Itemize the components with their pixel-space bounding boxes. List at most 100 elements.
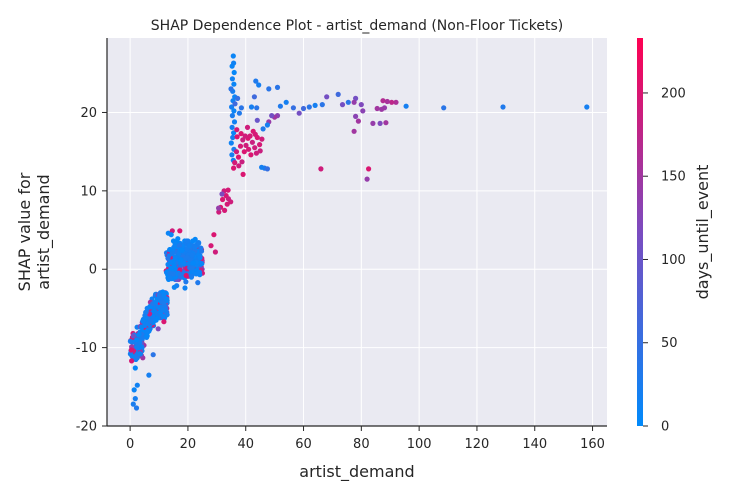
x-tick-label: 100 xyxy=(407,437,432,452)
x-tick-label: 80 xyxy=(353,437,370,452)
data-point xyxy=(192,244,198,250)
data-point xyxy=(219,191,225,197)
data-point xyxy=(148,318,154,324)
data-point xyxy=(164,296,170,302)
data-point xyxy=(300,105,307,112)
y-tick-label: 0 xyxy=(89,263,97,278)
data-point xyxy=(248,152,254,158)
colorbar-tick-label: 50 xyxy=(661,336,678,351)
data-point xyxy=(283,99,289,105)
data-point xyxy=(403,103,409,109)
data-point xyxy=(257,148,263,154)
data-point xyxy=(222,207,228,213)
data-point xyxy=(153,317,159,323)
data-point xyxy=(153,299,159,305)
data-point xyxy=(259,164,265,170)
data-point xyxy=(235,95,241,101)
data-point xyxy=(234,127,240,133)
x-tick-label: 120 xyxy=(465,437,490,452)
data-point xyxy=(146,372,152,378)
data-point xyxy=(177,272,183,278)
data-point xyxy=(377,120,383,126)
data-point xyxy=(129,358,135,364)
x-tick-label: 60 xyxy=(295,437,312,452)
data-point xyxy=(355,118,361,124)
data-point xyxy=(351,99,357,105)
y-tick-label: 20 xyxy=(80,106,97,121)
data-point xyxy=(161,319,167,325)
data-point xyxy=(185,238,191,244)
data-point xyxy=(252,131,258,137)
data-point xyxy=(169,228,175,234)
data-point xyxy=(306,104,312,110)
data-point xyxy=(189,273,195,279)
data-point xyxy=(364,176,370,182)
data-point xyxy=(266,86,272,92)
data-point xyxy=(179,247,185,253)
data-point xyxy=(236,110,242,116)
data-point xyxy=(384,98,390,105)
scatter-points xyxy=(127,53,590,411)
data-point xyxy=(441,105,447,111)
data-point xyxy=(353,113,359,119)
x-tick-label: 20 xyxy=(180,437,197,452)
data-point xyxy=(229,63,235,69)
data-point xyxy=(238,105,244,111)
data-point xyxy=(231,69,237,76)
data-point xyxy=(232,101,238,107)
data-point xyxy=(500,104,506,110)
data-point xyxy=(319,102,325,108)
colorbar-tick-label: 200 xyxy=(661,86,686,101)
data-point xyxy=(244,124,251,130)
y-tick-label: 10 xyxy=(80,184,97,199)
data-point xyxy=(241,149,247,155)
data-point xyxy=(249,139,255,145)
data-point xyxy=(212,249,218,255)
data-point xyxy=(176,243,182,249)
y-tick-label: -10 xyxy=(76,341,97,356)
data-point xyxy=(160,313,166,319)
y-tick-label: -20 xyxy=(76,420,97,435)
data-point xyxy=(237,143,244,149)
data-point xyxy=(130,401,136,407)
data-point xyxy=(133,405,140,411)
data-point xyxy=(230,134,236,141)
data-point xyxy=(360,108,366,114)
colorbar-label: days_until_event xyxy=(693,165,713,300)
data-point xyxy=(228,86,234,92)
data-point xyxy=(178,257,184,263)
data-point xyxy=(353,95,359,101)
data-point xyxy=(144,333,150,339)
data-point xyxy=(234,134,240,140)
data-point xyxy=(208,243,214,249)
data-point xyxy=(144,328,150,334)
data-point xyxy=(130,333,136,339)
data-point xyxy=(165,255,171,261)
data-point xyxy=(177,228,183,234)
data-point xyxy=(251,94,257,100)
data-point xyxy=(240,137,246,143)
data-point xyxy=(231,119,238,125)
data-point xyxy=(170,251,176,257)
y-axis-label-line-2: artist_demand xyxy=(34,174,54,289)
data-point xyxy=(312,102,318,108)
data-point xyxy=(229,113,235,119)
x-tick-label: 160 xyxy=(580,437,605,452)
data-point xyxy=(260,126,266,132)
data-point xyxy=(136,331,142,337)
data-point xyxy=(139,335,146,341)
data-point xyxy=(167,259,173,265)
data-point xyxy=(231,81,237,87)
data-point xyxy=(183,272,189,279)
colorbar-ticks: 0 50 100 150 200 xyxy=(643,86,686,435)
data-point xyxy=(248,104,255,110)
data-point xyxy=(150,352,156,358)
data-point xyxy=(168,265,174,271)
data-point xyxy=(274,84,281,90)
data-point xyxy=(235,154,242,160)
data-point xyxy=(129,353,135,359)
data-point xyxy=(290,105,296,111)
data-point xyxy=(167,247,173,253)
